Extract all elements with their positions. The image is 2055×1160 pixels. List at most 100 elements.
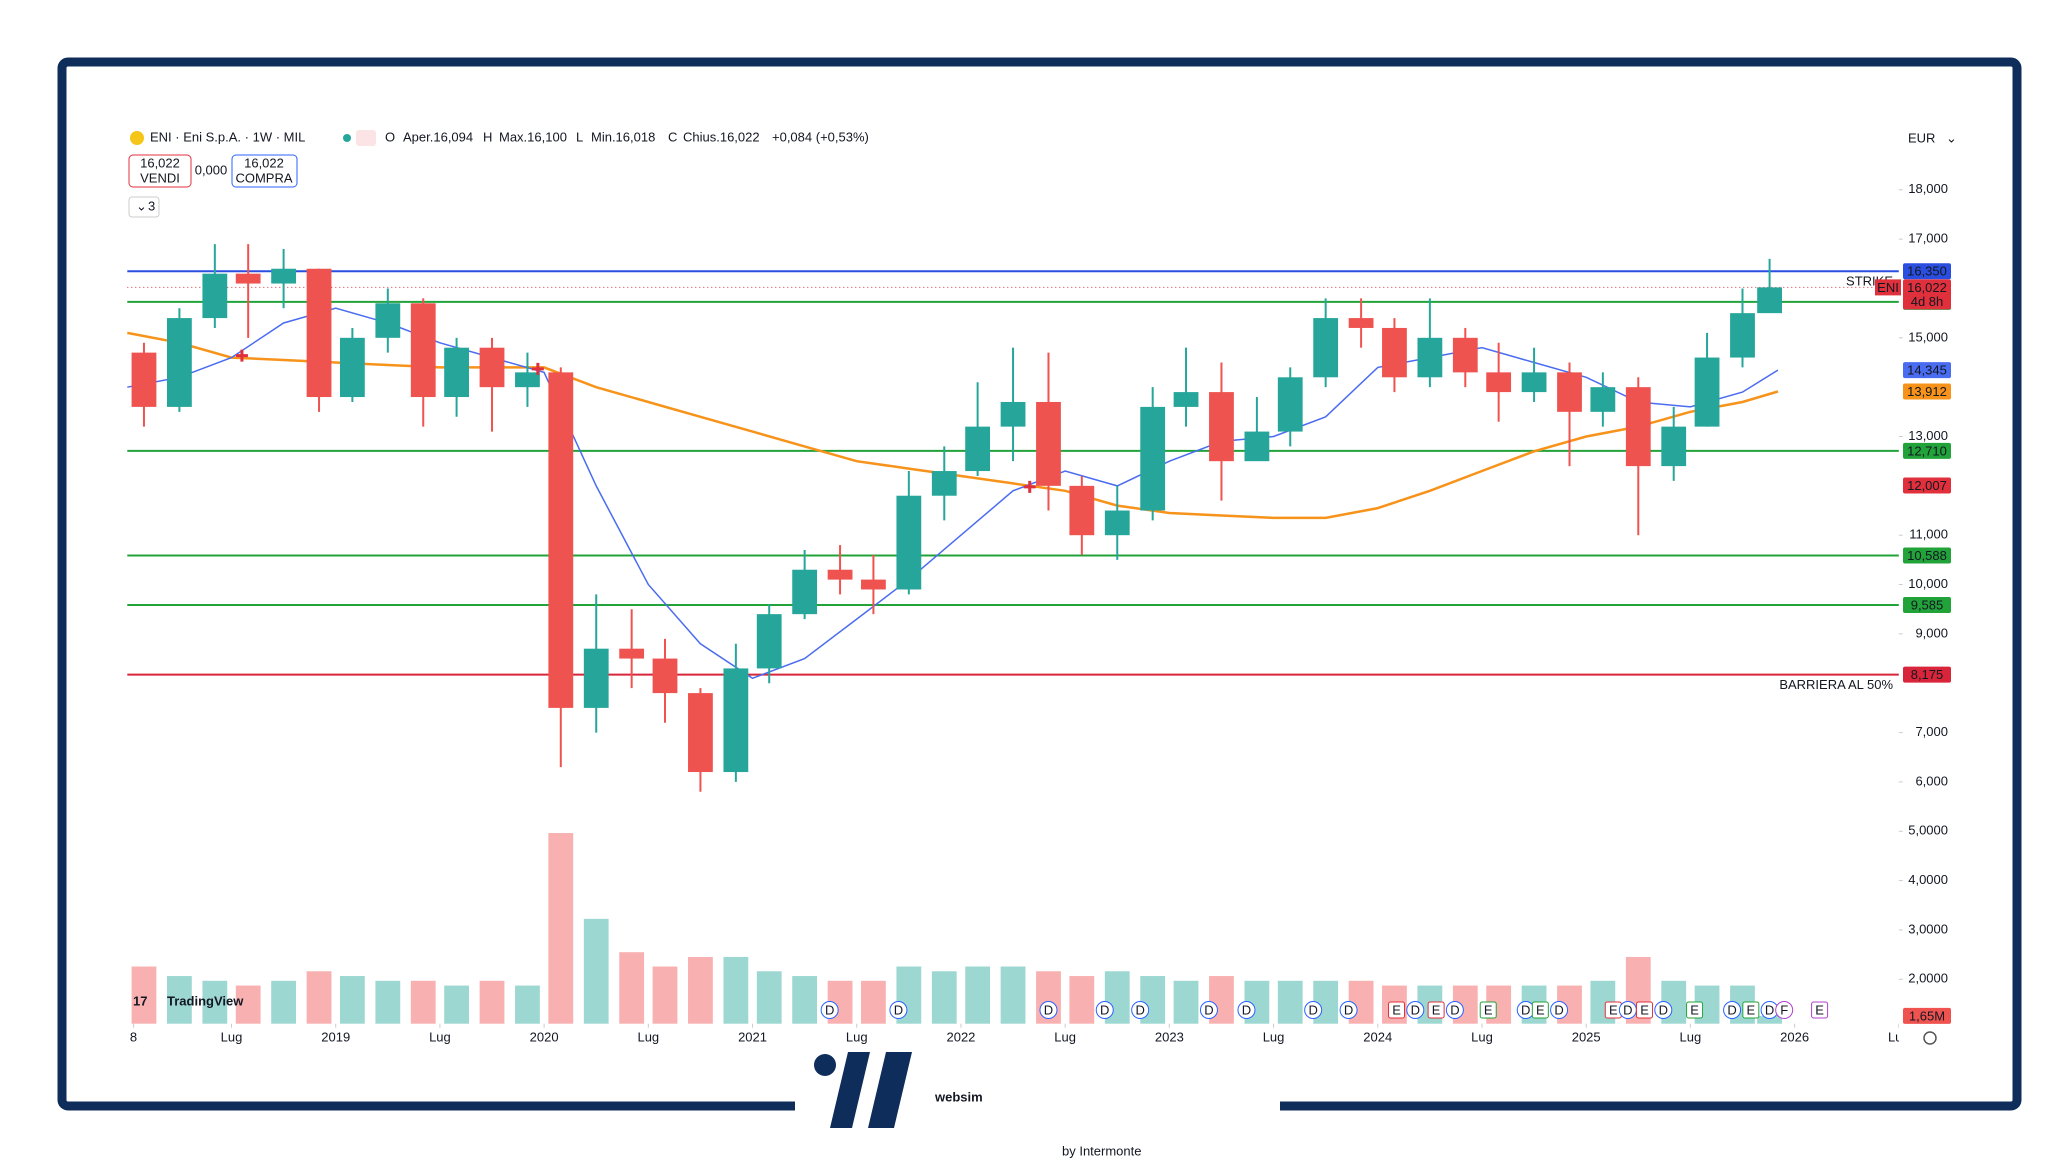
cross-marker xyxy=(531,362,544,375)
level-badge-label: 16,350 xyxy=(1907,264,1947,279)
volume-bar xyxy=(1173,980,1199,1024)
x-tick-label: Lug xyxy=(846,1029,868,1044)
event-marker xyxy=(820,1001,839,1019)
candle-body xyxy=(1104,510,1130,536)
buy-button[interactable] xyxy=(231,154,298,188)
event-marker xyxy=(1654,1001,1673,1019)
event-marker xyxy=(1237,1001,1256,1019)
current-label: 16,022 xyxy=(1907,280,1947,295)
event-marker xyxy=(1445,1001,1464,1019)
event-label: D xyxy=(1521,1002,1530,1017)
volume-bar xyxy=(756,971,782,1024)
x-tick-label: 2026 xyxy=(1780,1029,1809,1044)
event-label: E xyxy=(1640,1002,1649,1017)
candle-body xyxy=(1417,337,1443,378)
candle-body xyxy=(723,668,749,773)
candle-body xyxy=(619,648,645,659)
volume-bar xyxy=(548,833,574,1024)
event-label: E xyxy=(1484,1002,1493,1017)
x-tick-label: Lug xyxy=(221,1029,243,1044)
volume-bar xyxy=(131,966,157,1024)
volume-bar xyxy=(723,956,749,1024)
event-marker xyxy=(1406,1001,1425,1019)
y-tick-label: 9,000 xyxy=(1915,625,1948,640)
volume-bar xyxy=(652,966,678,1024)
candle-body xyxy=(1557,372,1582,412)
event-label: E xyxy=(1536,1002,1545,1017)
symbol: ENI · Eni S.p.A. · 1W · MIL xyxy=(150,129,305,144)
logo-stroke xyxy=(868,1052,912,1128)
low: Min.16,018 xyxy=(591,129,655,144)
candle-body xyxy=(548,372,574,708)
ma-fast-badge-label: 14,345 xyxy=(1907,363,1947,378)
settings-icon[interactable] xyxy=(1923,1031,1937,1045)
event-label: D xyxy=(1411,1002,1420,1017)
candle-body xyxy=(410,303,436,398)
candle-body xyxy=(1452,337,1478,373)
ma-slow-badge xyxy=(1903,383,1951,400)
logo-backdrop xyxy=(795,1092,1280,1122)
candle-body xyxy=(306,268,332,398)
indicators-toggle[interactable] xyxy=(128,196,160,218)
ma-slow xyxy=(127,331,1779,520)
event-marker xyxy=(1427,1001,1445,1019)
event-marker xyxy=(1636,1001,1654,1019)
volume-bar xyxy=(965,966,991,1024)
y-tick-label: 3,0000 xyxy=(1908,921,1948,936)
event-label: E xyxy=(1815,1002,1824,1017)
x-tick-label: 2024 xyxy=(1363,1029,1392,1044)
close: Chius.16,022 xyxy=(683,129,760,144)
candle-body xyxy=(1661,426,1687,467)
l-label: L xyxy=(576,129,583,144)
event-label: E xyxy=(1432,1002,1441,1017)
volume-bar xyxy=(479,980,505,1024)
x-tick-label: Lug xyxy=(1471,1029,1493,1044)
candle-body xyxy=(583,648,609,708)
volume-bar xyxy=(202,980,228,1024)
price-badge xyxy=(1903,477,1951,494)
y-tick-label: 5,0000 xyxy=(1908,823,1948,838)
event-label: D xyxy=(1044,1002,1053,1017)
plot-area xyxy=(127,244,1899,1024)
candle-body xyxy=(479,347,505,388)
candle-body xyxy=(131,352,157,407)
sell-button[interactable] xyxy=(128,154,192,188)
level-badge-label: 10,588 xyxy=(1907,548,1947,563)
currency[interactable]: EUR xyxy=(1908,130,1935,145)
x-tick-label: 2022 xyxy=(946,1029,975,1044)
event-label: E xyxy=(1392,1002,1401,1017)
volume-badge xyxy=(1903,1007,1951,1024)
volume-bar xyxy=(688,956,713,1024)
x-tick-label: Lug xyxy=(637,1029,659,1044)
event-label: E xyxy=(1609,1002,1618,1017)
event-label: D xyxy=(1344,1002,1353,1017)
countdown: 4d 8h xyxy=(1911,294,1944,309)
tradingview: TradingView xyxy=(167,993,244,1008)
symbol-icon xyxy=(130,131,144,145)
price-badge-label: 12,007 xyxy=(1907,478,1947,493)
event-marker xyxy=(1131,1001,1150,1019)
volume-bar xyxy=(271,980,297,1024)
event-label: D xyxy=(1100,1002,1109,1017)
cross-marker xyxy=(1023,480,1036,493)
candle-body xyxy=(652,658,678,694)
event-marker xyxy=(1811,1001,1829,1019)
event-marker xyxy=(1550,1001,1569,1019)
volume-bar xyxy=(410,980,436,1024)
event-label: D xyxy=(1450,1002,1459,1017)
event-marker xyxy=(1199,1001,1218,1019)
x-tick-label: 8 xyxy=(130,1029,137,1044)
candle-body xyxy=(339,337,365,398)
x-tick-label: Lug xyxy=(429,1029,451,1044)
candle-body xyxy=(1069,485,1095,536)
event-label: D xyxy=(1204,1002,1213,1017)
candle-body xyxy=(1244,431,1270,462)
event-marker xyxy=(1479,1001,1497,1019)
event-label: F xyxy=(1780,1002,1788,1017)
current-name-badge xyxy=(1875,279,1901,296)
spread: 0,000 xyxy=(195,162,228,177)
status-badge xyxy=(356,130,376,146)
volume-bar xyxy=(931,971,957,1024)
